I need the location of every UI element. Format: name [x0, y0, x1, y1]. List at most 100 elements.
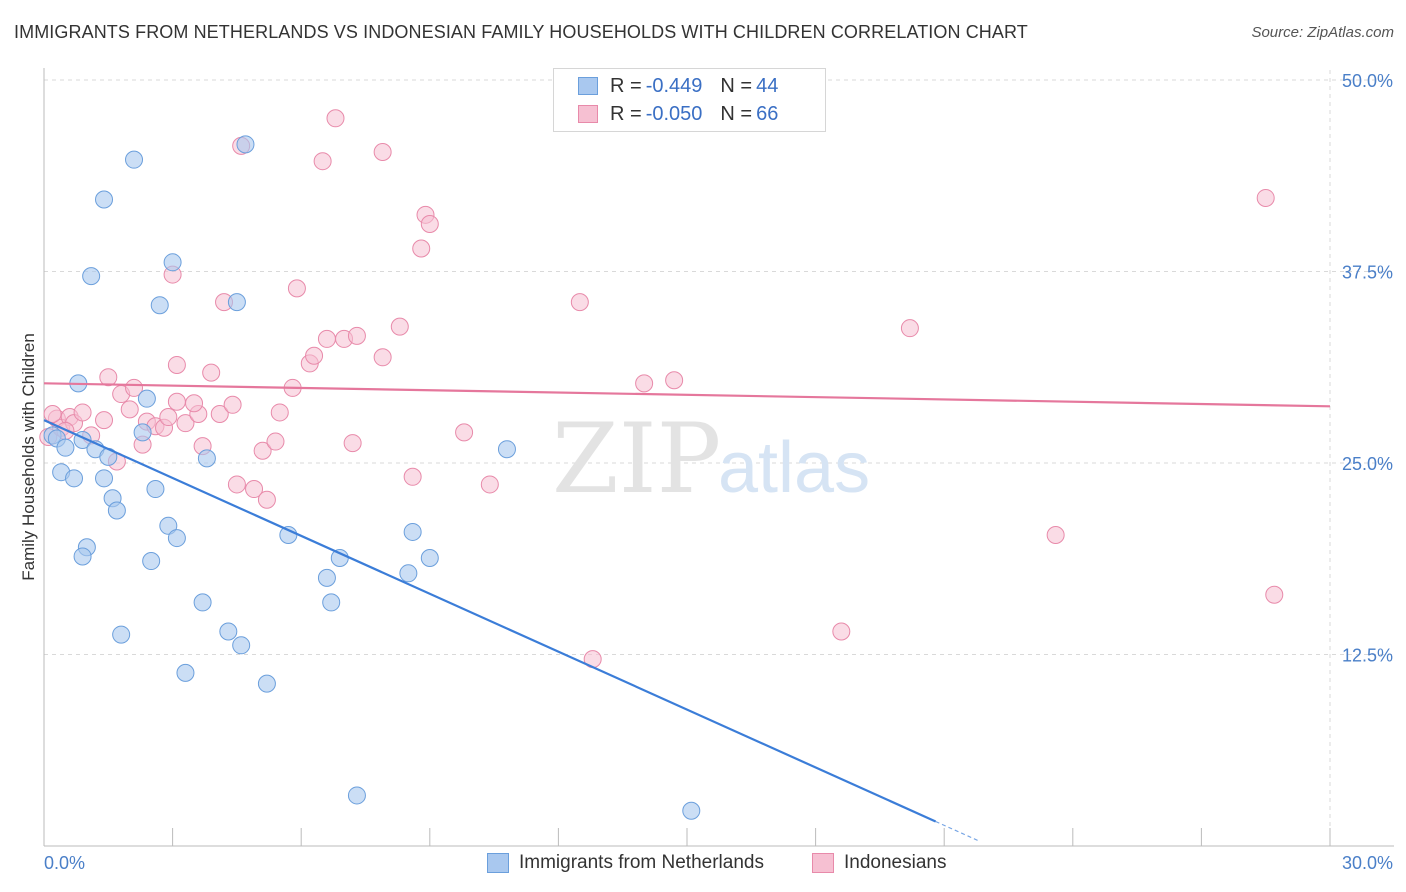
netherlands-point: [167, 529, 186, 548]
indonesians-point: [253, 441, 272, 460]
x-tick-label: 30.0%: [1342, 853, 1393, 873]
watermark-atlas: atlas: [718, 428, 870, 508]
indonesians-point: [167, 392, 186, 411]
indonesians-point: [270, 403, 289, 422]
trend-line-indonesians: [43, 382, 1331, 408]
netherlands-point: [227, 293, 246, 312]
series-legend-swatch-pink: [812, 853, 834, 873]
indonesians-point: [373, 348, 392, 367]
source-credit: Source: ZipAtlas.com: [1251, 24, 1394, 41]
indonesians-point: [832, 622, 851, 641]
series-legend: Immigrants from Netherlands Indonesians: [0, 852, 1406, 878]
legend-swatch-blue: [578, 77, 598, 95]
netherlands-point: [219, 622, 238, 641]
netherlands-point: [150, 296, 169, 315]
y-axis-label: Family Households with Children: [19, 333, 38, 581]
indonesians-point: [159, 408, 178, 427]
legend-r-label: R =: [610, 102, 642, 125]
netherlands-point: [257, 674, 276, 693]
indonesians-point: [99, 368, 118, 387]
indonesians-point: [245, 480, 264, 499]
netherlands-point: [95, 469, 114, 488]
netherlands-point: [232, 636, 251, 655]
netherlands-point: [330, 548, 349, 567]
indonesians-point: [210, 404, 229, 423]
legend-r-value: -0.449: [645, 74, 703, 97]
indonesians-point: [167, 355, 186, 374]
indonesians-point: [635, 374, 654, 393]
legend-swatch-pink: [578, 105, 598, 123]
netherlands-point: [420, 548, 439, 567]
netherlands-point: [95, 190, 114, 209]
y-tick-label: 37.5%: [1342, 263, 1393, 283]
indonesians-point: [665, 371, 684, 390]
indonesians-point: [227, 475, 246, 494]
chart-title: IMMIGRANTS FROM NETHERLANDS VS INDONESIA…: [14, 22, 1028, 42]
watermark: ZIP atlas: [552, 403, 870, 515]
indonesians-point: [455, 423, 474, 442]
indonesians-point: [305, 346, 324, 365]
indonesians-point: [1256, 188, 1275, 207]
netherlands-point: [82, 267, 101, 286]
indonesians-point: [317, 329, 336, 348]
legend-row-indonesians: R = -0.050 N = 66: [578, 101, 778, 127]
netherlands-point: [146, 480, 165, 499]
indonesians-point: [1265, 585, 1284, 604]
indonesians-point: [266, 432, 285, 451]
legend-n-value: 66: [756, 102, 779, 125]
legend-n-label: N =: [720, 74, 753, 97]
indonesians-point: [900, 319, 919, 338]
trend-lines: [43, 382, 1331, 842]
netherlands-point: [137, 389, 156, 408]
indonesians-point: [347, 326, 366, 345]
indonesians-point: [420, 215, 439, 234]
indonesians-point: [202, 363, 221, 382]
legend-row-netherlands: R = -0.449 N = 44: [578, 73, 778, 99]
netherlands-point: [73, 547, 92, 566]
x-tick-label: 0.0%: [44, 853, 85, 873]
series-legend-label: Indonesians: [844, 852, 947, 873]
indonesians-point: [326, 109, 345, 128]
y-tick-label: 50.0%: [1342, 71, 1393, 91]
indonesians-point: [73, 403, 92, 422]
netherlands-point: [107, 501, 126, 520]
indonesians-point: [390, 317, 409, 336]
series-legend-swatch-blue: [487, 853, 509, 873]
netherlands-point: [56, 438, 75, 457]
netherlands-point: [142, 552, 161, 571]
netherlands-point: [236, 135, 255, 154]
indonesians-point: [95, 411, 114, 430]
y-tick-label: 12.5%: [1342, 646, 1393, 666]
netherlands-point: [347, 786, 366, 805]
indonesians-point: [176, 414, 195, 433]
netherlands-point: [133, 423, 152, 442]
legend-r-value: -0.050: [645, 102, 703, 125]
indonesians-point: [403, 467, 422, 486]
axes: [43, 68, 1394, 847]
netherlands-point: [193, 593, 212, 612]
series-legend-label: Immigrants from Netherlands: [519, 852, 764, 873]
netherlands-point: [125, 150, 144, 169]
tick-labels: 12.5% 25.0% 37.5% 50.0% 0.0% 30.0%: [44, 71, 1393, 873]
series-legend-indonesians: Indonesians: [812, 852, 946, 874]
netherlands-point: [682, 801, 701, 820]
netherlands-point: [497, 440, 516, 459]
indonesians-point: [570, 293, 589, 312]
netherlands-point: [65, 469, 84, 488]
netherlands-point: [403, 522, 422, 541]
netherlands-point: [112, 625, 131, 644]
legend-r-label: R =: [610, 74, 642, 97]
netherlands-point: [399, 564, 418, 583]
indonesians-point: [223, 395, 242, 414]
indonesians-point: [480, 475, 499, 494]
netherlands-point: [322, 593, 341, 612]
netherlands-point: [176, 663, 195, 682]
netherlands-point: [163, 253, 182, 272]
indonesians-point: [257, 490, 276, 509]
series-netherlands-points: [43, 135, 701, 820]
indonesians-point: [412, 239, 431, 258]
netherlands-point: [159, 516, 178, 535]
indonesians-point: [185, 394, 204, 413]
indonesians-point: [343, 434, 362, 453]
